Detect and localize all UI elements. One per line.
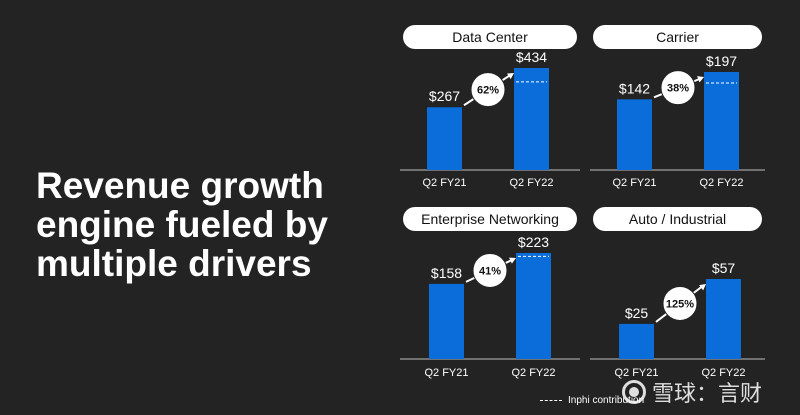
growth-badge xyxy=(662,285,698,321)
growth-arrow-head xyxy=(697,76,704,83)
data-label: $158 xyxy=(431,265,462,281)
watermark: 雪球：言财 xyxy=(622,376,762,408)
legend: Inphi contribution xyxy=(540,395,644,406)
x-tick-label: Q2 FY22 xyxy=(701,367,745,379)
legend-label: Inphi contribution xyxy=(568,395,645,406)
x-tick-label: Q2 FY22 xyxy=(511,367,555,379)
x-tick-label: Q2 FY22 xyxy=(699,177,743,189)
data-label: $142 xyxy=(619,80,650,96)
panel-title: Carrier xyxy=(656,29,699,45)
growth-label: 125% xyxy=(666,298,694,310)
bar-q2-fy21 xyxy=(429,283,464,359)
bar-q2-fy22 xyxy=(706,279,741,359)
panel-title: Enterprise Networking xyxy=(421,211,559,227)
growth-badge xyxy=(470,72,506,108)
growth-badge xyxy=(660,70,696,106)
growth-arrow-head xyxy=(507,73,514,80)
panel-title: Auto / Industrial xyxy=(629,211,726,227)
bar-q2-fy21 xyxy=(617,99,652,170)
growth-label: 62% xyxy=(477,85,499,97)
x-tick-label: Q2 FY21 xyxy=(612,177,656,189)
data-label: $25 xyxy=(625,305,649,321)
bar-q2-fy22 xyxy=(514,68,549,170)
panel-title: Data Center xyxy=(452,29,528,45)
bar-q2-fy22 xyxy=(704,72,739,170)
x-tick-label: Q2 FY21 xyxy=(422,177,466,189)
watermark-logo-icon xyxy=(622,380,646,404)
legend-dash-swatch xyxy=(540,400,562,401)
data-label: $223 xyxy=(518,234,549,250)
panel-title-pill xyxy=(403,207,577,231)
growth-arrow-head xyxy=(509,257,516,264)
bar-q2-fy21 xyxy=(427,107,462,170)
panel-title-pill xyxy=(403,25,577,49)
x-tick-label: Q2 FY21 xyxy=(614,367,658,379)
panel-title-pill xyxy=(593,25,762,49)
data-label: $434 xyxy=(516,49,547,65)
growth-label: 38% xyxy=(667,83,689,95)
growth-label: 41% xyxy=(479,265,501,277)
watermark-text: 雪球：言财 xyxy=(652,381,763,406)
data-label: $57 xyxy=(712,260,736,276)
data-label: $197 xyxy=(706,53,737,69)
x-tick-label: Q2 FY21 xyxy=(424,367,468,379)
panel-title-pill xyxy=(593,207,762,231)
growth-badge xyxy=(472,252,508,288)
x-tick-label: Q2 FY22 xyxy=(509,177,553,189)
bar-q2-fy22 xyxy=(516,253,551,359)
headline: Revenue growth engine fueled by multiple… xyxy=(36,165,328,284)
bar-q2-fy21 xyxy=(619,323,654,359)
growth-arrow-head xyxy=(699,284,706,291)
data-label: $267 xyxy=(429,88,460,104)
